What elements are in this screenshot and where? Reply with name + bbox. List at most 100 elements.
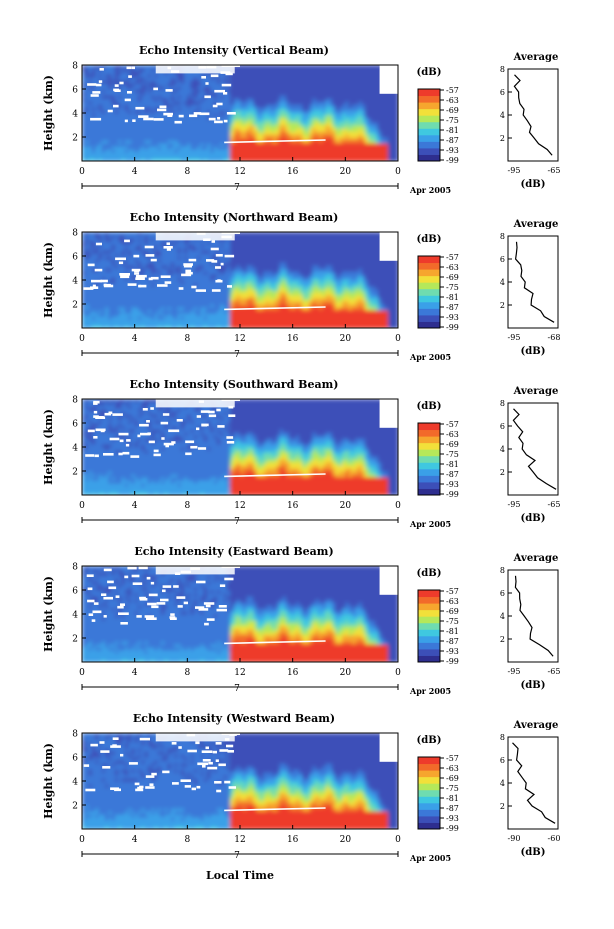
heatmap-cell	[200, 122, 205, 126]
heatmap-cell	[118, 152, 123, 156]
heatmap-cell	[309, 143, 314, 147]
heatmap-cell	[197, 155, 202, 159]
heatmap-cell	[124, 101, 129, 105]
heatmap-cell	[243, 104, 248, 108]
heatmap-cell	[210, 158, 215, 161]
heatmap-cell	[279, 110, 284, 114]
heatmap-cell	[137, 113, 142, 117]
heatmap-cell	[243, 238, 248, 242]
heatmap-cell	[157, 89, 162, 93]
heatmap-cell	[226, 298, 231, 302]
heatmap-cell	[128, 80, 132, 84]
heatmap-cell	[279, 131, 284, 135]
heatmap-cell	[121, 113, 126, 117]
heatmap-cell	[378, 98, 383, 102]
heatmap-cell	[101, 295, 106, 299]
heatmap-cell	[263, 119, 267, 123]
heatmap-cell	[216, 301, 221, 305]
heatmap-cell	[371, 149, 376, 153]
heatmap-cell	[114, 301, 119, 305]
heatmap-cell	[124, 295, 129, 299]
heatmap-cell	[154, 152, 159, 156]
heatmap-cell	[200, 265, 205, 269]
heatmap-cell	[157, 241, 162, 245]
heatmap-cell	[167, 143, 172, 147]
heatmap-cell	[157, 247, 162, 251]
heatmap-cell	[388, 149, 393, 153]
heatmap-cell	[121, 250, 126, 254]
heatmap-cell	[388, 137, 393, 141]
heatmap-cell	[154, 95, 159, 99]
heatmap-cell	[161, 74, 165, 78]
heatmap-cell	[157, 155, 162, 159]
heatmap-cell	[230, 265, 235, 269]
heatmap-cell	[193, 325, 198, 328]
heatmap-cell	[216, 107, 221, 111]
heatmap-cell	[220, 283, 225, 287]
heatmap-cell	[230, 113, 235, 117]
heatmap-cell	[203, 107, 208, 111]
heatmap-cell	[82, 232, 86, 236]
heatmap-cell	[374, 107, 379, 111]
heatmap-cell	[213, 92, 218, 96]
heatmap-cell	[161, 256, 165, 260]
missing-data-cell	[124, 119, 128, 123]
heatmap-cell	[279, 68, 284, 72]
heatmap-cell	[91, 110, 96, 114]
heatmap-cell	[105, 307, 109, 311]
heatmap-cell	[259, 71, 264, 75]
colorbar-tick-label: -75	[446, 116, 459, 125]
heatmap-cell	[266, 86, 271, 90]
heatmap-cell	[203, 134, 208, 138]
heatmap-cell	[151, 128, 156, 132]
heatmap-cell	[256, 271, 261, 275]
heatmap-cell	[131, 83, 136, 87]
heatmap-cell	[312, 65, 317, 69]
heatmap-cell	[249, 122, 254, 126]
heatmap-cell	[161, 295, 165, 299]
heatmap-cell	[223, 319, 228, 323]
heatmap-cell	[295, 71, 300, 75]
heatmap-cell	[253, 319, 258, 323]
heatmap-cell	[147, 92, 152, 96]
heatmap-cell	[161, 149, 165, 153]
heatmap-cell	[276, 119, 281, 123]
heatmap-cell	[134, 241, 139, 245]
heatmap-cell	[220, 155, 225, 159]
heatmap-cell	[177, 295, 182, 299]
heatmap-cell	[105, 241, 109, 245]
heatmap-cell	[151, 316, 156, 320]
heatmap-cell	[164, 110, 169, 114]
heatmap-cell	[137, 232, 142, 236]
heatmap-cell	[134, 140, 139, 144]
heatmap-cell	[220, 140, 225, 144]
heatmap-cell	[342, 113, 346, 117]
heatmap-cell	[233, 98, 238, 102]
heatmap-cell	[121, 316, 126, 320]
heatmap-cell	[91, 128, 96, 132]
heatmap-cell	[230, 241, 235, 245]
heatmap-cell	[388, 158, 393, 161]
heatmap-cell	[134, 80, 139, 84]
heatmap-cell	[157, 83, 162, 87]
heatmap-cell	[128, 86, 132, 90]
heatmap-cell	[315, 101, 320, 105]
heatmap-cell	[184, 301, 188, 305]
heatmap-cell	[118, 65, 123, 69]
heatmap-cell	[124, 271, 129, 275]
heatmap-cell	[137, 304, 142, 308]
heatmap-cell	[253, 158, 258, 161]
heatmap-cell	[95, 277, 100, 281]
heatmap-cell	[200, 274, 205, 278]
missing-data-cell	[223, 119, 228, 123]
heatmap-cell	[118, 238, 123, 242]
heatmap-cell	[226, 277, 231, 281]
heatmap-cell	[151, 104, 156, 108]
heatmap-cell	[361, 104, 366, 108]
heatmap-cell	[161, 313, 165, 317]
heatmap-cell	[203, 158, 208, 161]
heatmap-cell	[236, 125, 241, 129]
heatmap-cell	[220, 128, 225, 132]
heatmap-cell	[82, 256, 86, 260]
heatmap-cell	[365, 155, 369, 159]
